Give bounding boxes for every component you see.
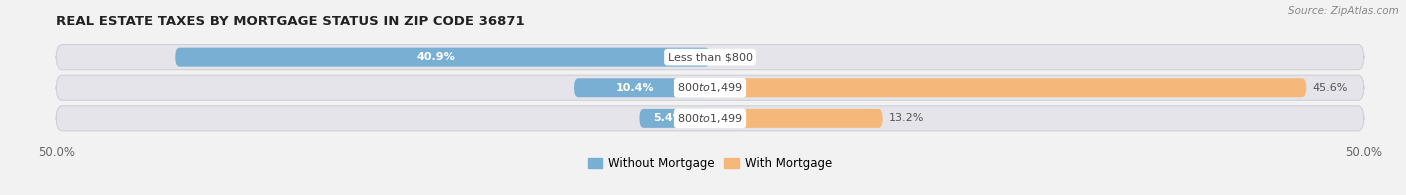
FancyBboxPatch shape [574, 78, 710, 97]
Text: Less than $800: Less than $800 [668, 52, 752, 62]
Text: 10.4%: 10.4% [616, 83, 655, 93]
Legend: Without Mortgage, With Mortgage: Without Mortgage, With Mortgage [583, 152, 837, 175]
Text: $800 to $1,499: $800 to $1,499 [678, 81, 742, 94]
Text: $800 to $1,499: $800 to $1,499 [678, 112, 742, 125]
FancyBboxPatch shape [640, 109, 710, 128]
FancyBboxPatch shape [56, 75, 1364, 100]
Text: 0.0%: 0.0% [720, 52, 749, 62]
FancyBboxPatch shape [710, 78, 1306, 97]
Text: REAL ESTATE TAXES BY MORTGAGE STATUS IN ZIP CODE 36871: REAL ESTATE TAXES BY MORTGAGE STATUS IN … [56, 15, 524, 28]
Text: 45.6%: 45.6% [1313, 83, 1348, 93]
Text: Source: ZipAtlas.com: Source: ZipAtlas.com [1288, 6, 1399, 16]
FancyBboxPatch shape [56, 106, 1364, 131]
FancyBboxPatch shape [176, 48, 710, 67]
Text: 13.2%: 13.2% [889, 113, 925, 123]
FancyBboxPatch shape [56, 45, 1364, 70]
Text: 5.4%: 5.4% [652, 113, 683, 123]
FancyBboxPatch shape [710, 109, 883, 128]
Text: 40.9%: 40.9% [416, 52, 456, 62]
